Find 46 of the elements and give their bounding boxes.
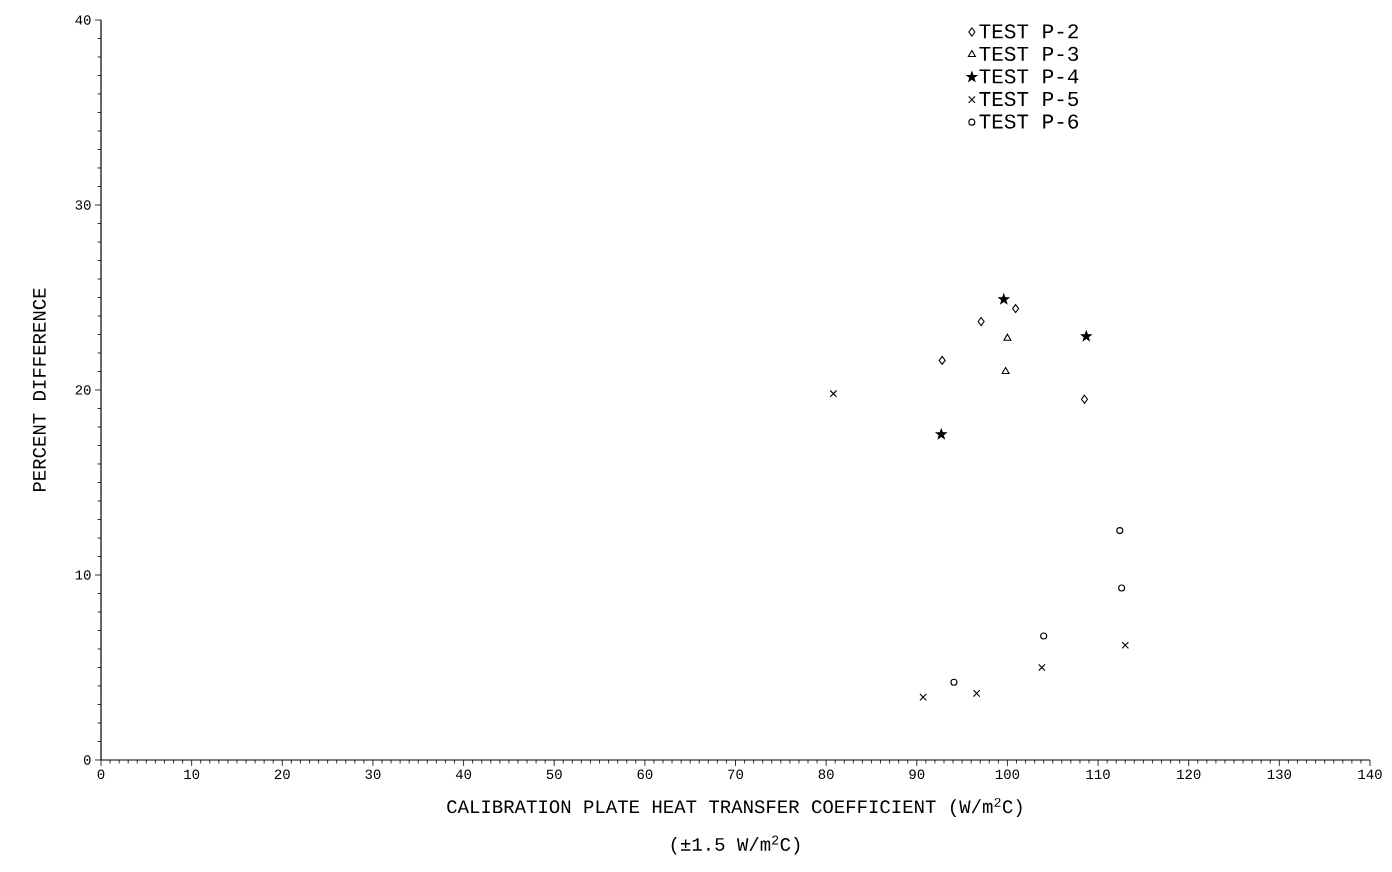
y-tick-label: 10	[75, 570, 91, 580]
legend-label: TEST P-5	[979, 91, 1079, 107]
point	[950, 678, 958, 686]
x-tick-label: 130	[1267, 769, 1292, 780]
point	[998, 293, 1010, 304]
x-axis-title: CALIBRATION PLATE HEAT TRANSFER COEFFICIENT (W/m$^{2}$C)	[447, 797, 1022, 817]
point	[1038, 663, 1046, 672]
point	[1121, 641, 1129, 650]
point	[1080, 330, 1092, 341]
point	[1116, 527, 1124, 535]
x-tick-label: 60	[637, 769, 653, 780]
legend-label: TEST P-2	[979, 24, 1078, 39]
y-tick-label: 0	[83, 755, 91, 765]
legend-label: TEST P-6	[979, 114, 1079, 129]
x-tick-label: 20	[274, 769, 290, 780]
point	[1003, 333, 1012, 341]
x-tick-label: 10	[184, 769, 200, 780]
point	[1040, 632, 1048, 640]
y-tick-label: 20	[75, 385, 91, 395]
legend-label: TEST P-4	[979, 69, 1079, 84]
y-tick-label: 30	[75, 200, 91, 210]
x-tick-label: 40	[455, 769, 472, 780]
x-tick-label: 120	[1177, 769, 1201, 780]
point	[829, 389, 838, 398]
point	[972, 689, 981, 698]
point	[919, 693, 927, 701]
point	[1001, 366, 1010, 375]
x-tick-label: 90	[909, 769, 925, 780]
y-tick-label: 40	[75, 15, 91, 25]
x-tick-label: 80	[818, 769, 834, 780]
y-axis-title: PERCENT DIFFERENCE	[32, 288, 46, 492]
x-tick-label: 70	[728, 769, 744, 780]
point	[977, 316, 985, 327]
point	[938, 355, 946, 365]
legend-label: TEST P-3	[979, 46, 1079, 61]
text: (±1.5 W/m$^{2}$C)	[671, 835, 800, 855]
point	[1080, 394, 1089, 404]
point	[935, 428, 947, 439]
x-tick-label: 50	[546, 769, 562, 780]
x-tick-label: 140	[1358, 769, 1382, 780]
x-tick-label: 110	[1086, 769, 1110, 780]
x-tick-label: 100	[995, 769, 1020, 780]
x-tick-label: 0	[97, 769, 105, 780]
point	[1118, 584, 1126, 592]
point	[1012, 304, 1020, 314]
x-tick-label: 30	[365, 769, 381, 780]
